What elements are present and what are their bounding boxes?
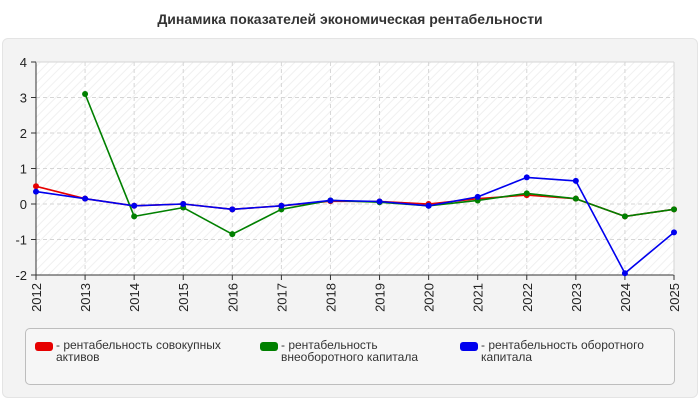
data-point-total-assets [33, 183, 39, 190]
data-point-working-capital [376, 198, 383, 205]
x-tick-label: 2025 [667, 283, 682, 312]
y-tick-label: -1 [15, 233, 27, 248]
x-tick-label: 2013 [78, 283, 93, 312]
x-tick-label: 2014 [127, 283, 142, 312]
x-tick-label: 2021 [471, 283, 486, 312]
x-tick-label: 2023 [569, 283, 584, 312]
legend-item-noncurrent-capital: - рентабельность внеоборотного капитала [260, 339, 451, 363]
x-tick-label: 2018 [323, 283, 338, 312]
axes [31, 61, 675, 280]
data-point-working-capital [327, 197, 334, 204]
legend: - рентабельность совокупных активов - ре… [25, 328, 675, 385]
data-point-working-capital [425, 202, 432, 209]
y-tick-label: 0 [20, 197, 27, 212]
data-point-noncurrent-capital [229, 231, 236, 238]
series-group [33, 90, 677, 277]
legend-label-total-assets: - рентабельность совокупных активов [56, 338, 221, 364]
data-point-working-capital [229, 206, 236, 213]
data-point-working-capital [82, 195, 89, 202]
data-point-working-capital [572, 177, 579, 184]
data-point-noncurrent-capital [621, 213, 628, 220]
data-point-working-capital [278, 202, 285, 209]
data-point-noncurrent-capital [82, 90, 89, 97]
legend-swatch-red [35, 342, 53, 351]
series-line-working-capital [35, 176, 675, 274]
x-tick-label: 2017 [274, 283, 289, 312]
data-point-working-capital [33, 188, 39, 195]
x-tick-label: 2020 [422, 283, 437, 312]
y-tick-label: 1 [20, 162, 27, 177]
x-tick-label: 2019 [373, 283, 388, 312]
series-working-capital [33, 174, 677, 277]
legend-item-total-assets: - рентабельность совокупных активов [35, 339, 241, 363]
data-point-noncurrent-capital [523, 190, 530, 197]
x-tick-label: 2024 [618, 283, 633, 312]
x-tick-label: 2015 [176, 283, 191, 312]
legend-label-noncurrent-capital: - рентабельность внеоборотного капитала [281, 338, 418, 364]
x-tick-label: 2022 [520, 283, 535, 312]
data-point-working-capital [671, 229, 677, 236]
legend-swatch-green [260, 342, 278, 351]
x-tick-label: 2016 [225, 283, 240, 312]
legend-label-working-capital: - рентабельность оборотного капитала [481, 338, 644, 364]
data-point-working-capital [131, 202, 138, 209]
y-tick-label: 2 [20, 126, 27, 141]
data-point-working-capital [474, 193, 481, 200]
x-tick-label: 2012 [29, 283, 44, 312]
data-point-working-capital [523, 174, 530, 181]
chart-title: Динамика показателей экономическая рента… [157, 11, 543, 27]
y-tick-label: -2 [15, 268, 27, 283]
legend-swatch-blue [460, 342, 478, 351]
data-point-working-capital [180, 201, 187, 207]
y-tick-label: 3 [20, 91, 27, 106]
legend-item-working-capital: - рентабельность оборотного капитала [460, 339, 686, 363]
data-point-working-capital [621, 270, 628, 277]
y-tick-label: 4 [20, 55, 27, 70]
data-point-noncurrent-capital [572, 195, 579, 202]
data-point-noncurrent-capital [671, 206, 677, 213]
data-point-noncurrent-capital [131, 213, 138, 220]
y-tick-labels: 4 3 2 1 0 -1 -2 [15, 55, 27, 283]
x-tick-labels: 2012 2013 2014 2015 2016 2017 2018 2019 2020 2021… [29, 283, 682, 312]
